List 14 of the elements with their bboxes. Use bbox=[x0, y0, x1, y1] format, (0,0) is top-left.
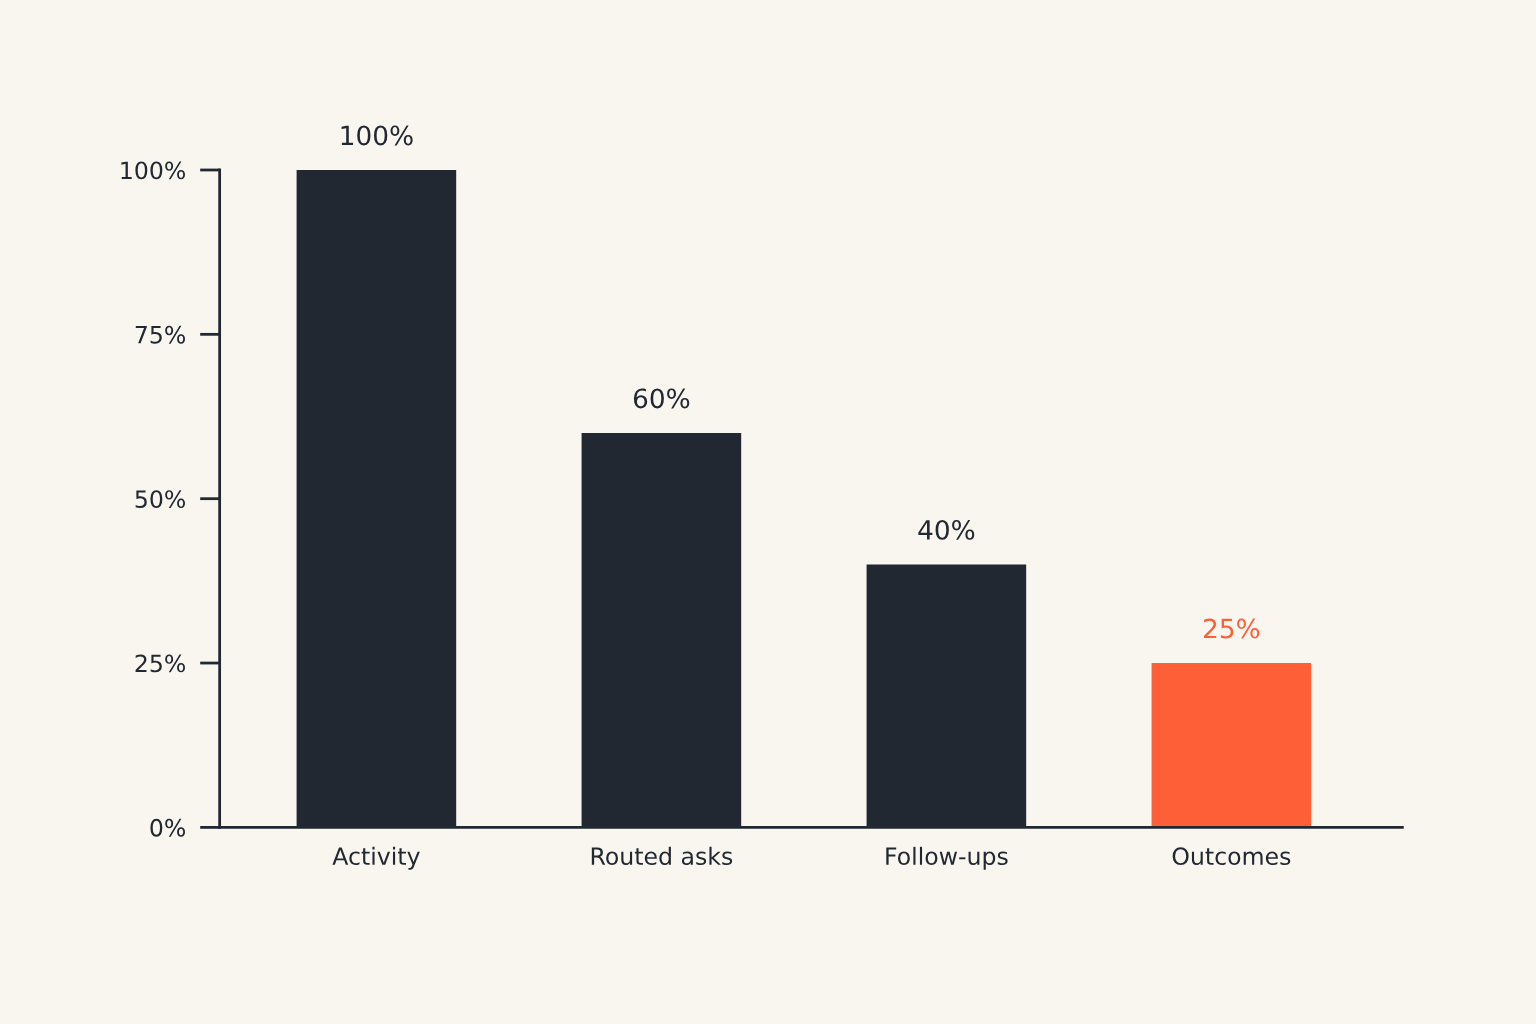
data-label: 40% bbox=[918, 519, 975, 540]
bar bbox=[1151, 663, 1312, 828]
y-tick-label: 50% bbox=[135, 490, 186, 508]
y-tick-label: 100% bbox=[121, 161, 186, 180]
data-label: 100% bbox=[341, 125, 413, 146]
x-tick-label: Outcomes bbox=[1172, 847, 1291, 866]
data-label: 60% bbox=[633, 388, 690, 409]
x-tick-label: Routed asks bbox=[591, 846, 733, 866]
data-label: 25% bbox=[1203, 618, 1260, 639]
y-tick-label: 0% bbox=[150, 818, 186, 837]
x-tick-label: Activity bbox=[332, 846, 420, 870]
y-tick-label: 75% bbox=[135, 325, 186, 344]
y-tick-label: 25% bbox=[135, 654, 186, 673]
x-tick-label: Follow-ups bbox=[886, 846, 1008, 870]
